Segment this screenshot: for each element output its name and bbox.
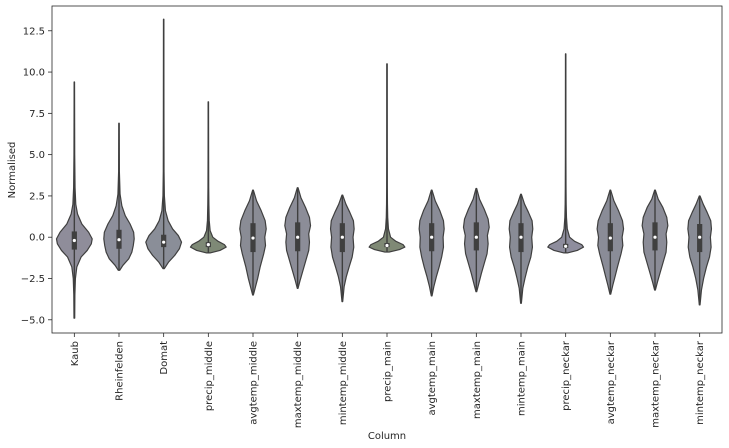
violin-median-dot (475, 236, 478, 239)
x-tick-label-avgtemp-neckar: avgtemp_neckar (606, 340, 617, 424)
violin-median-dot (698, 236, 701, 239)
violin-median-dot (296, 236, 299, 239)
violin-median-dot (73, 239, 76, 242)
y-tick-label: 12.5 (23, 26, 45, 37)
y-tick-label: −2.5 (21, 274, 45, 285)
x-tick-label-maxtemp-middle: maxtemp_middle (293, 341, 304, 428)
x-tick-label-mintemp-middle: mintemp_middle (338, 341, 349, 425)
x-tick-label-precip-main: precip_main (383, 341, 394, 402)
y-tick-label: 5.0 (29, 150, 45, 161)
y-tick-label: 10.0 (23, 68, 45, 79)
violin-median-dot (519, 236, 522, 239)
violin-median-dot (609, 236, 612, 239)
x-tick-label-maxtemp-main: maxtemp_main (472, 341, 483, 419)
x-tick-label-mintemp-neckar: mintemp_neckar (695, 340, 706, 425)
y-tick-label: 0.0 (29, 233, 45, 244)
violin-median-dot (653, 236, 656, 239)
violin-median-dot (564, 245, 567, 248)
y-axis-label: Normalised (7, 142, 18, 199)
y-tick-label: −5.0 (21, 315, 45, 326)
x-tick-label-avgtemp-middle: avgtemp_middle (249, 341, 260, 425)
violin-median-dot (117, 238, 120, 241)
violin-median-dot (251, 236, 254, 239)
y-tick-label: 2.5 (29, 191, 45, 202)
x-tick-label-avgtemp-main: avgtemp_main (427, 341, 438, 416)
x-tick-label-precip-middle: precip_middle (204, 341, 215, 411)
violin-median-dot (207, 243, 210, 246)
violin-median-dot (430, 236, 433, 239)
x-axis-label: Column (368, 431, 406, 442)
x-tick-label-precip-neckar: precip_neckar (561, 340, 572, 411)
violin-median-dot (162, 241, 165, 244)
x-tick-label-domat: Domat (159, 341, 170, 375)
violin-median-dot (385, 244, 388, 247)
violin-median-dot (341, 236, 344, 239)
y-tick-label: 7.5 (29, 109, 45, 120)
x-tick-label-kaub: Kaub (70, 341, 81, 366)
x-tick-label-mintemp-main: mintemp_main (517, 341, 528, 416)
x-tick-label-rheinfelden: Rheinfelden (115, 341, 126, 401)
x-tick-label-maxtemp-neckar: maxtemp_neckar (651, 340, 662, 428)
